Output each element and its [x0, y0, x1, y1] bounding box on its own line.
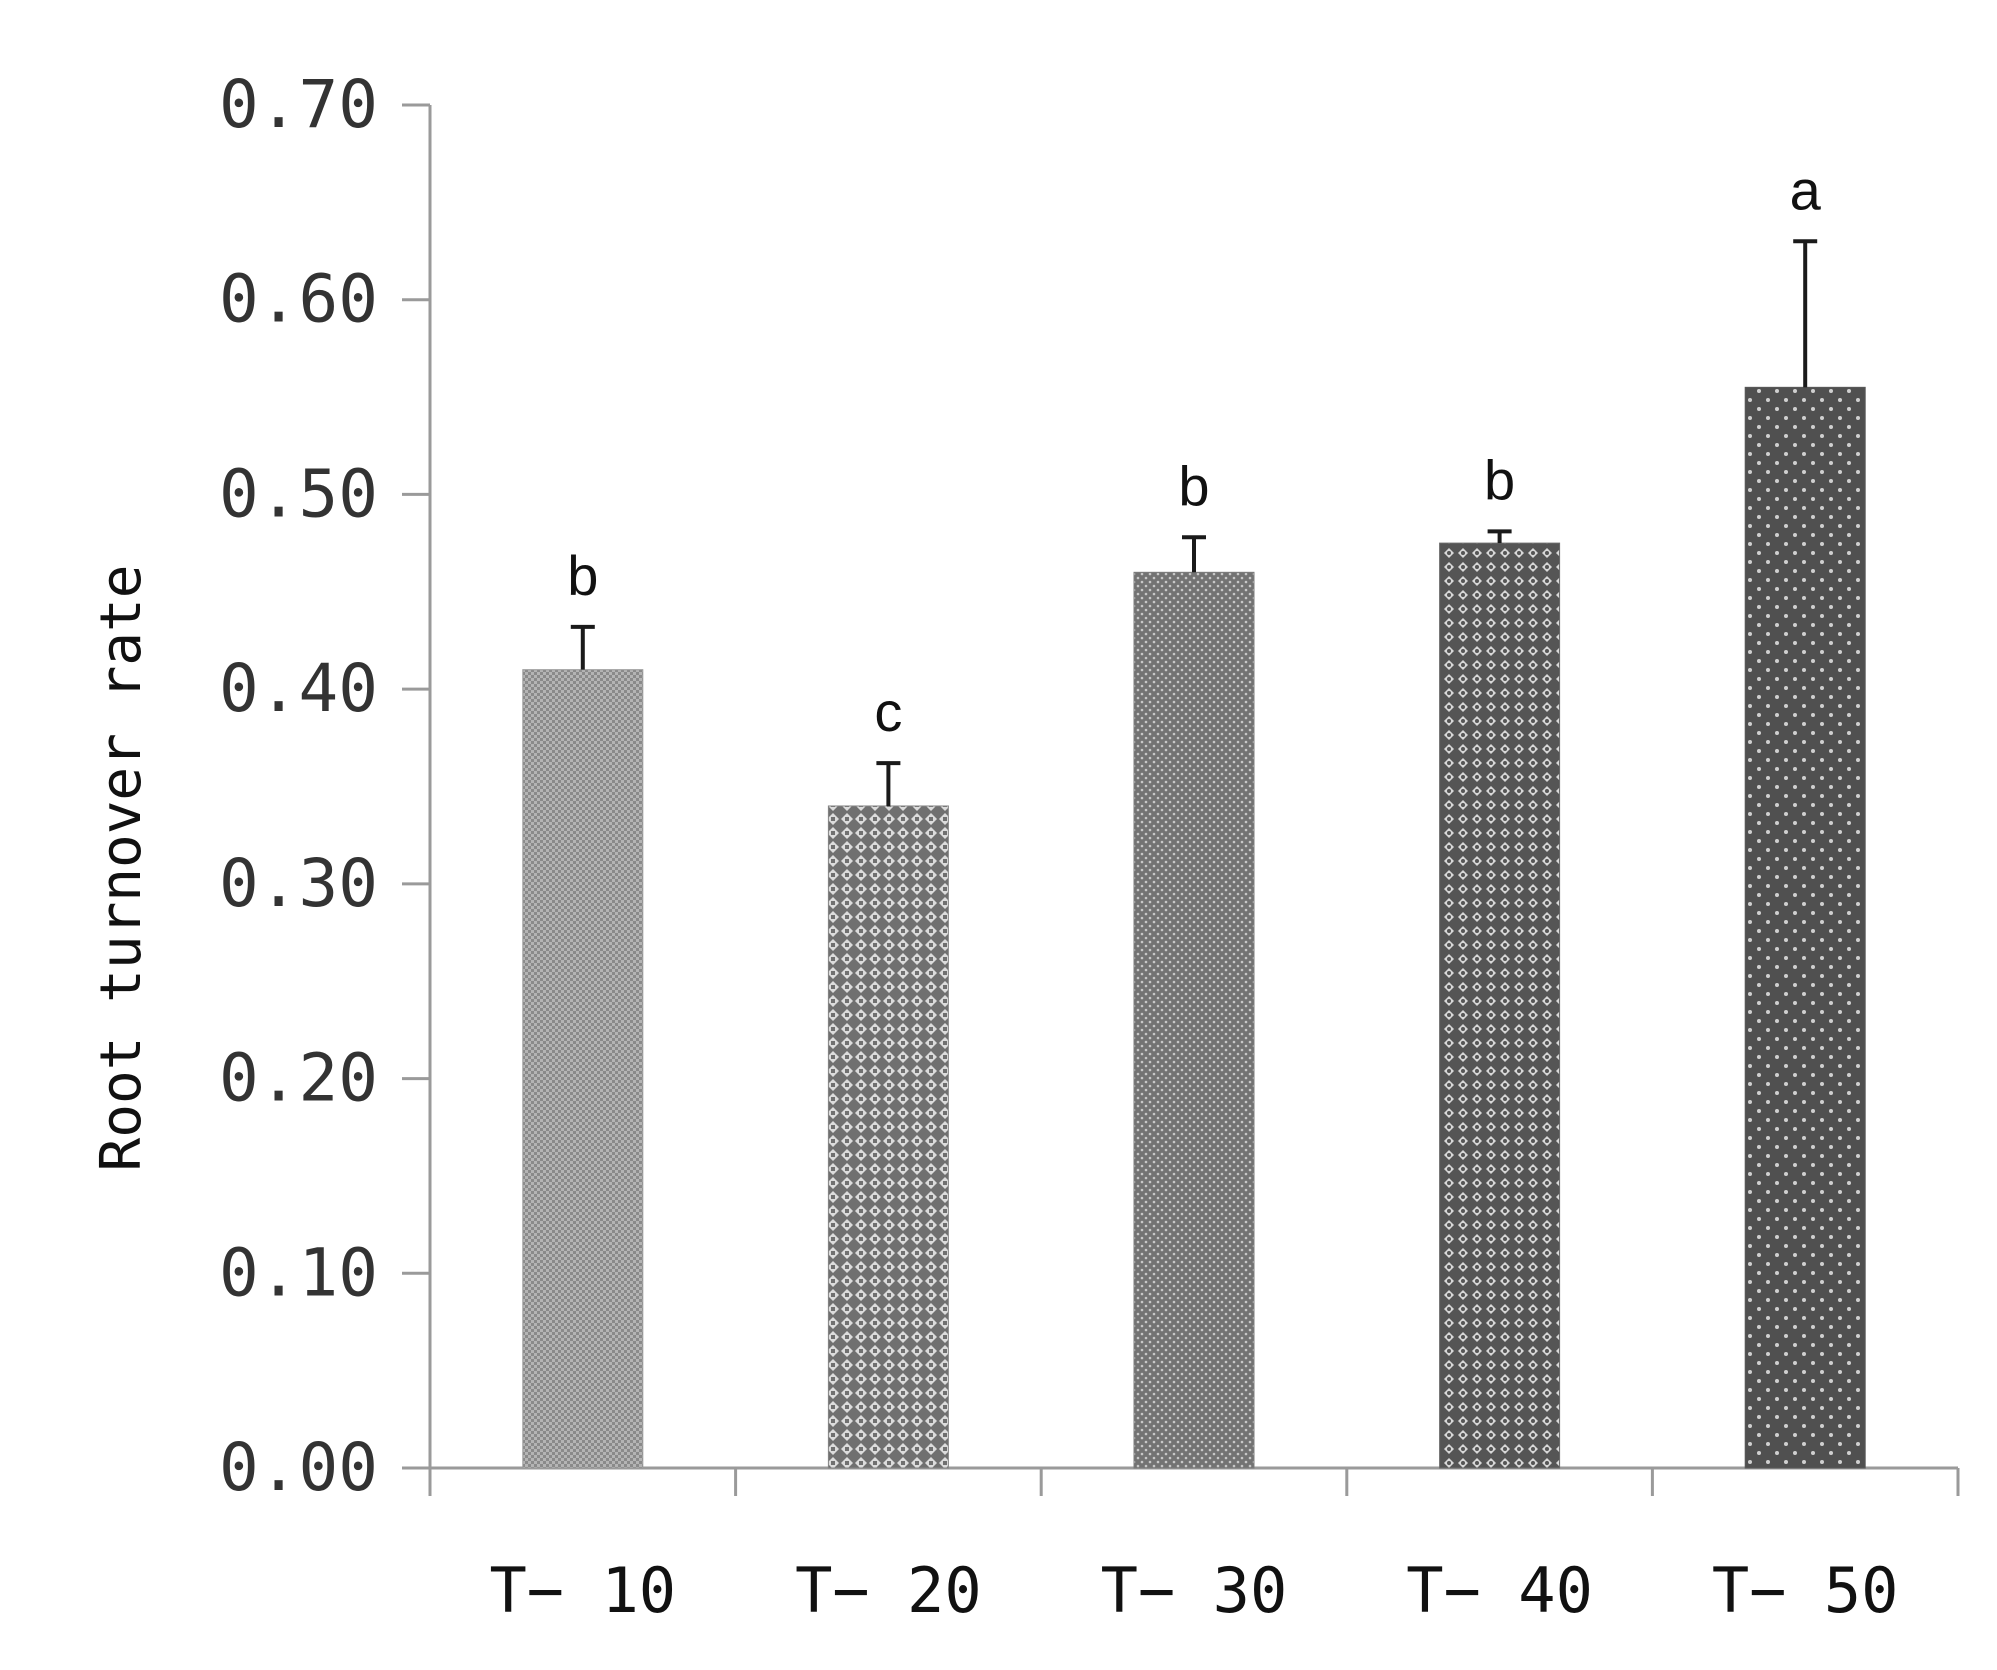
significance-letter: b [567, 544, 598, 607]
y-tick-label: 0.30 [219, 845, 378, 922]
bar [1133, 571, 1255, 1469]
y-tick-label: 0.50 [219, 455, 378, 532]
y-tick-label: 0.20 [219, 1040, 378, 1117]
x-category-label: T− 20 [795, 1554, 982, 1627]
bar [1439, 542, 1561, 1469]
significance-letter: b [1484, 448, 1515, 511]
significance-letter: c [874, 680, 902, 743]
significance-letter: b [1178, 454, 1209, 517]
y-axis-title: Root turnover rate [89, 565, 154, 1172]
x-category-label: T− 40 [1406, 1554, 1593, 1627]
category-labels-group: T− 10 T− 20 T− 30 T− 40 T− 50 [489, 1554, 1898, 1627]
significance-letters-group: b c b b a [567, 158, 1821, 743]
y-tick-label: 0.10 [219, 1234, 378, 1311]
y-tick-label: 0.60 [219, 261, 378, 338]
y-tick-label: 0.00 [219, 1429, 378, 1506]
y-tick-label: 0.40 [219, 650, 378, 727]
bar [1744, 386, 1866, 1469]
x-category-label: T− 30 [1101, 1554, 1288, 1627]
ticks-group: 0.00 0.10 0.20 0.30 0.40 0.50 0.60 0.70 [219, 66, 1960, 1506]
bar [522, 669, 644, 1469]
y-tick-label: 0.70 [219, 66, 378, 143]
bar [827, 805, 949, 1469]
x-category-label: T− 10 [489, 1554, 676, 1627]
error-bars-group [570, 239, 1818, 806]
bars-group [522, 386, 1866, 1469]
x-category-label: T− 50 [1712, 1554, 1899, 1627]
significance-letter: a [1790, 158, 1822, 221]
